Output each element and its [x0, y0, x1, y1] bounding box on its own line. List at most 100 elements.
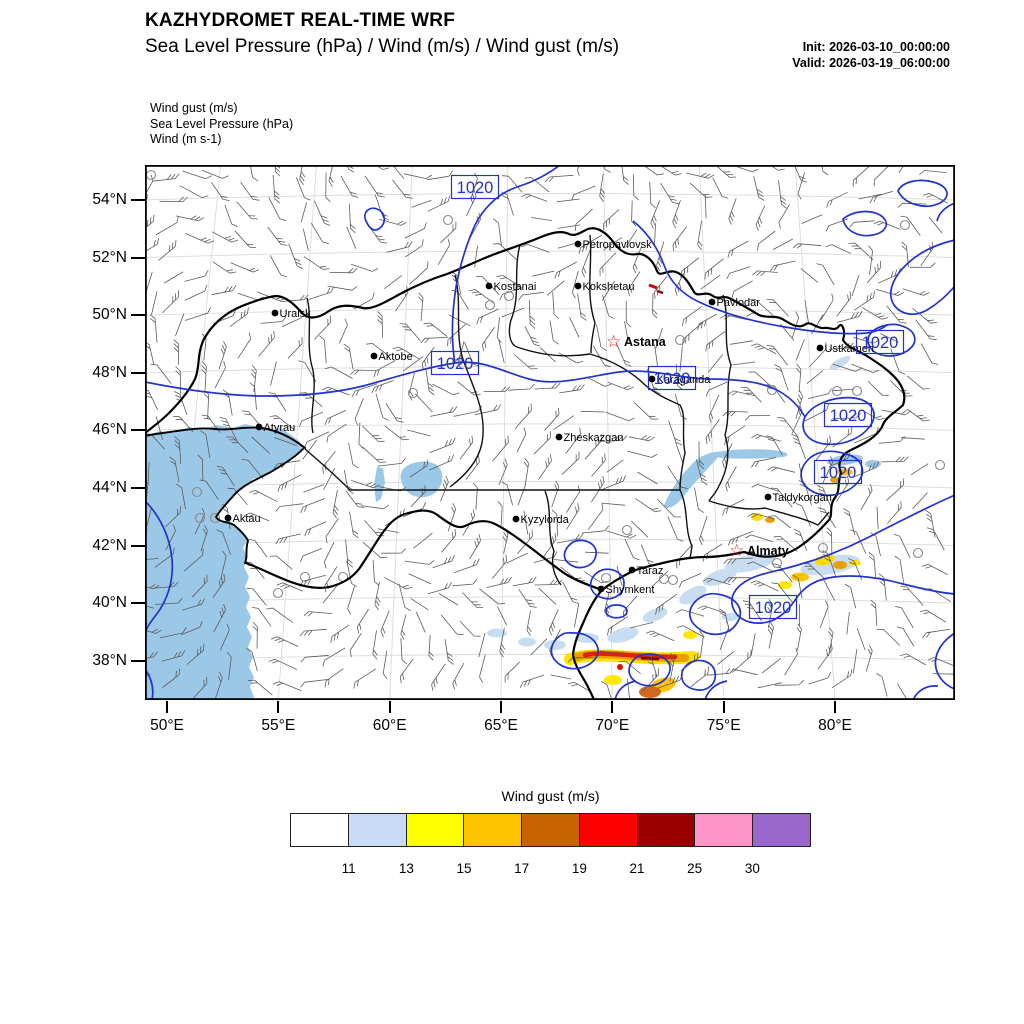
station-circle — [272, 587, 284, 599]
city-label: Uralsk — [280, 308, 312, 320]
colorbar-cell — [291, 814, 349, 846]
lon-tick-label: 50°E — [150, 717, 184, 734]
station-circle — [674, 334, 686, 346]
lat-tick-label: 48°N — [92, 363, 127, 381]
legend-line-wind-gust: Wind gust (m/s) — [150, 101, 238, 115]
city-dot — [648, 375, 656, 383]
graticule-meridian — [389, 165, 413, 700]
gust-red-speck — [648, 283, 658, 290]
colorbar-cell — [348, 814, 407, 846]
station-circle — [667, 574, 679, 586]
capital-star-icon: ☆ — [606, 332, 621, 352]
colorbar-boundary-label: 15 — [456, 861, 472, 876]
lon-tick-label: 60°E — [372, 717, 407, 734]
gust-orange — [833, 561, 847, 569]
pressure-label-text: 1020 — [654, 370, 691, 388]
wind-gust-patches — [487, 283, 861, 698]
graticule-meridian — [603, 165, 613, 700]
town-circles — [145, 169, 946, 599]
colorbar-boundary-label: 13 — [398, 861, 414, 876]
aral-sea-west — [374, 467, 385, 502]
city-dot — [816, 344, 824, 352]
pressure-label-text: 1020 — [437, 355, 474, 373]
graticule-meridian — [500, 165, 509, 700]
colorbar-cell — [695, 814, 754, 846]
pressure-label-text: 1020 — [755, 599, 792, 617]
colorbar-boundary-label: 21 — [629, 861, 645, 876]
station-circle — [600, 572, 612, 584]
colorbar-cell — [406, 814, 465, 846]
city-dot — [764, 493, 772, 501]
city-label: Kokshetau — [583, 281, 635, 293]
station-circle — [851, 385, 863, 397]
city-dot — [628, 566, 636, 574]
lon-tick-label: 70°E — [595, 717, 630, 734]
pressure-labels: 1020 1020 1020 1020 1020 1020 1020 — [430, 174, 905, 620]
title-block: KAZHYDROMET REAL-TIME WRF Sea Level Pres… — [145, 10, 619, 58]
colorbar-cell — [753, 814, 811, 846]
lat-tick-label: 44°N — [92, 479, 127, 496]
graticule-meridian — [794, 165, 836, 700]
gust-lightblue — [518, 637, 536, 647]
city-label: Taraz — [637, 565, 664, 577]
city-label: Ustkamen — [825, 343, 875, 355]
city-label: Taldykorgan — [773, 492, 832, 504]
colorbar-cell — [637, 814, 696, 846]
pressure-label-box — [813, 459, 863, 485]
city-label: Aktobe — [379, 351, 413, 363]
city-label: Atyrau — [264, 422, 296, 434]
lon-tick-mark — [388, 701, 391, 713]
lake-east-2 — [865, 460, 881, 468]
city-dot — [224, 514, 232, 522]
pressure-label-text: 1020 — [830, 407, 867, 425]
map-area: Petropavlovsk Kostanai Kokshetau Pavlodar Ur… — [145, 165, 955, 700]
station-circle — [407, 387, 419, 399]
figure-title: KAZHYDROMET REAL-TIME WRF — [145, 10, 456, 31]
graticule-parallel — [145, 308, 955, 316]
lake-balkhash-east — [714, 449, 788, 459]
station-circle — [442, 214, 454, 226]
lat-tick-mark — [131, 314, 145, 317]
colorbar: Wind gust (m/s) 11 13 15 17 19 21 25 30 — [290, 788, 811, 876]
gust-lightblue — [679, 585, 707, 605]
city-dot — [574, 282, 582, 290]
colorbar-cell — [579, 814, 638, 846]
colorbar-boundary-label: 30 — [744, 861, 760, 876]
lat-tick-mark — [131, 256, 145, 259]
lat-tick-label: 42°N — [92, 536, 127, 554]
city-markers: Petropavlovsk Kostanai Kokshetau Pavlodar Ur… — [224, 239, 875, 596]
station-circle — [771, 557, 783, 569]
wind-barb-field — [145, 165, 955, 700]
station-circle — [621, 524, 633, 536]
city-label: Karaganda — [657, 374, 712, 386]
national-borders — [145, 227, 906, 700]
station-circle — [912, 547, 924, 559]
lat-tick-label: 50°N — [92, 306, 127, 324]
pressure-label-text: 1020 — [820, 464, 857, 482]
lat-tick-label: 46°N — [92, 421, 127, 439]
gust-lightblue — [642, 607, 668, 623]
gust-yellow — [683, 631, 697, 639]
city-label: Almaty — [747, 544, 789, 558]
lon-tick-mark — [277, 701, 280, 713]
lat-tick-mark — [131, 371, 145, 374]
city-label: Astana — [624, 335, 667, 349]
pressure-label-box — [823, 402, 873, 428]
lon-tick-mark — [500, 701, 502, 713]
city-label: Petropavlovsk — [583, 239, 653, 251]
pressure-contours — [145, 165, 955, 700]
city-dot — [370, 352, 378, 360]
caspian-sea — [145, 424, 303, 700]
city-dot — [597, 585, 605, 593]
city-dot — [255, 423, 263, 431]
station-circle — [658, 573, 670, 585]
pressure-label-box — [450, 174, 500, 200]
city-dot — [708, 298, 716, 306]
lake-balkhash-west — [663, 452, 718, 508]
lat-tick-label: 52°N — [92, 248, 127, 266]
lon-tick-mark — [166, 701, 168, 713]
lat-tick-label: 54°N — [92, 191, 127, 208]
lat-tick-mark — [131, 487, 145, 489]
graticule-parallel — [145, 250, 955, 259]
